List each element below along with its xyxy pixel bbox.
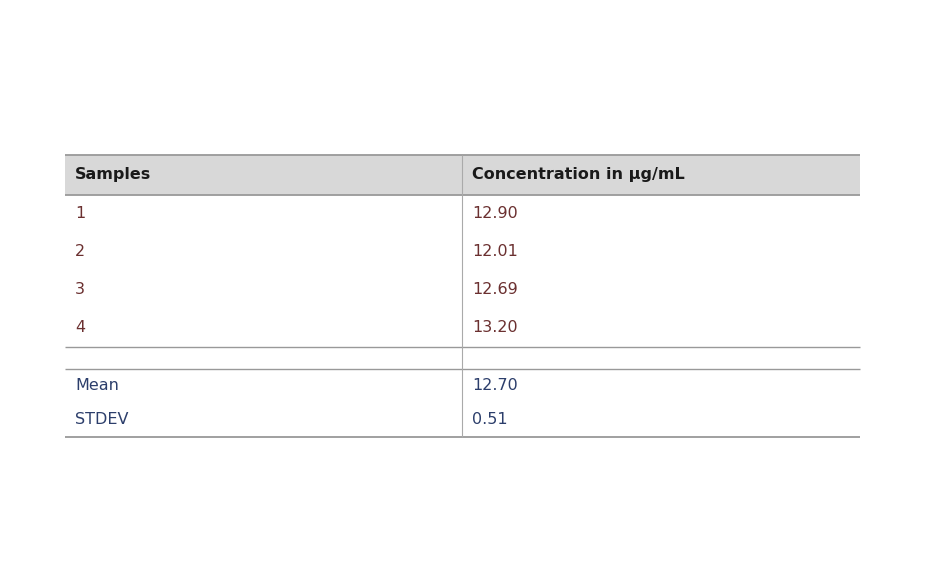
Text: Concentration in µg/mL: Concentration in µg/mL bbox=[472, 168, 685, 183]
Text: 13.20: 13.20 bbox=[472, 320, 518, 335]
Text: STDEV: STDEV bbox=[75, 412, 128, 427]
Bar bbox=[65, 403, 860, 437]
Text: 1: 1 bbox=[75, 207, 86, 222]
Bar bbox=[65, 369, 860, 403]
Text: Samples: Samples bbox=[75, 168, 152, 183]
Bar bbox=[65, 195, 860, 233]
Text: 12.70: 12.70 bbox=[472, 378, 518, 393]
Text: 12.69: 12.69 bbox=[472, 282, 518, 297]
Text: 4: 4 bbox=[75, 320, 86, 335]
Text: Mean: Mean bbox=[75, 378, 119, 393]
Bar bbox=[65, 309, 860, 347]
Text: 12.90: 12.90 bbox=[472, 207, 518, 222]
Bar bbox=[65, 155, 860, 195]
Text: 3: 3 bbox=[75, 282, 85, 297]
Bar bbox=[65, 233, 860, 271]
Text: 0.51: 0.51 bbox=[472, 412, 508, 427]
Text: 2: 2 bbox=[75, 244, 86, 260]
Text: 12.01: 12.01 bbox=[472, 244, 518, 260]
Bar bbox=[65, 271, 860, 309]
